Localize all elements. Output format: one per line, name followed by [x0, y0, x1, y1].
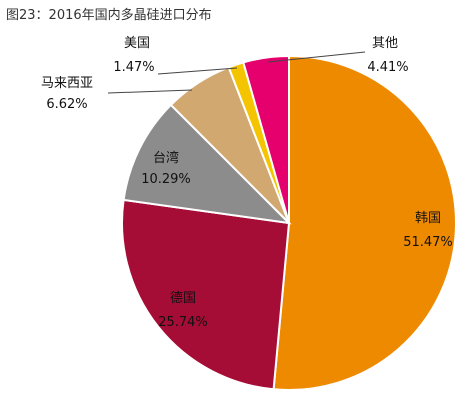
slice-value-1: 25.74% [158, 315, 208, 330]
slice-label-2: 台湾 [153, 150, 179, 166]
pie-slice-5 [242, 54, 290, 224]
pie-slice-2 [122, 103, 292, 225]
slice-value-5: 4.41% [367, 60, 408, 75]
slice-label-4: 美国 [124, 36, 150, 51]
slice-label-1: 德国 [170, 291, 196, 306]
slice-value-2: 10.29% [141, 172, 191, 187]
pie-slice-0 [272, 54, 457, 391]
pie-slices [121, 54, 457, 391]
leader-line-4 [157, 67, 238, 75]
slice-value-3: 6.62% [46, 97, 87, 112]
slice-label-0: 韩国 [415, 211, 441, 226]
pie-labels: 韩国 51.47% 德国 25.74% 台湾 10.29% 马来西亚 6.62% 美国 1.47%… [41, 36, 453, 330]
slice-value-4: 1.47% [113, 60, 154, 75]
leader-line-5 [267, 51, 366, 63]
slice-label-3: 马来西亚 [41, 76, 93, 91]
slice-label-5: 其他 [372, 36, 398, 51]
leader-line-3 [107, 89, 193, 94]
pie-slice-1 [121, 198, 291, 391]
slice-value-0: 51.47% [403, 235, 453, 250]
chart-title: 图23：2016年国内多晶硅进口分布 [6, 8, 212, 23]
